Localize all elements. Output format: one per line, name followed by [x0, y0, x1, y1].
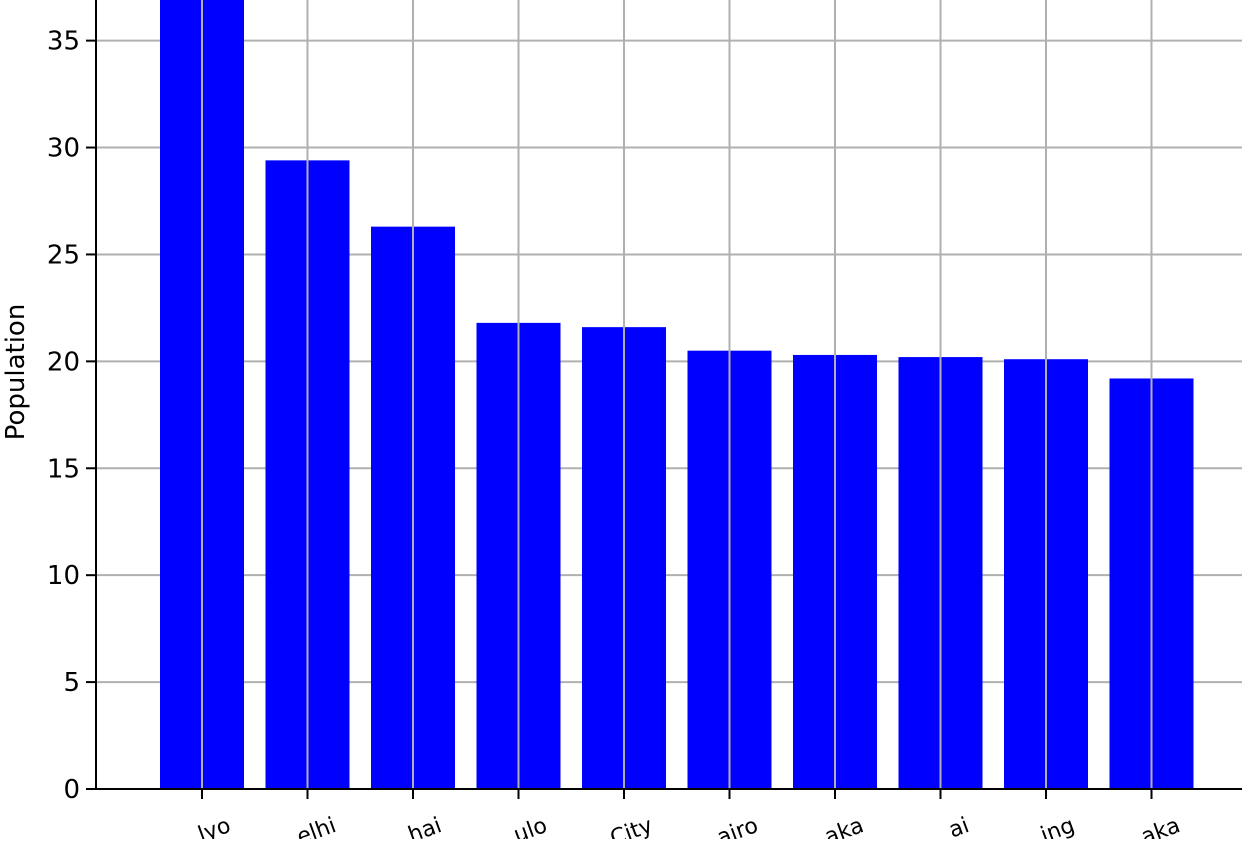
x-ticks-layer: lyo elhi hai ulo City airo aka ai ing aka: [195, 789, 1184, 844]
x-tick-label: elhi: [294, 813, 340, 839]
y-tick-label: 0: [63, 775, 80, 805]
y-tick-label: 20: [47, 347, 80, 377]
y-tick-label: 25: [47, 240, 80, 270]
y-tick-label: 30: [47, 134, 80, 164]
x-tick-label: lyo: [195, 813, 234, 839]
x-tick-label: ai: [946, 813, 973, 839]
y-tick-label: 10: [47, 561, 80, 591]
x-tick-label: City: [607, 813, 656, 839]
x-tick-label: airo: [714, 813, 762, 839]
y-tick-label: 35: [47, 27, 80, 57]
y-ticks-layer: 0 5 10 15 20 25 30 35: [47, 27, 96, 805]
x-tick-label: hai: [405, 813, 445, 839]
y-tick-label: 5: [63, 668, 80, 698]
y-axis-label: Population: [1, 304, 31, 441]
x-tick-label: aka: [1138, 813, 1184, 839]
x-tick-label: aka: [822, 813, 868, 839]
axes-layer: [95, 0, 1242, 790]
x-tick-label: ing: [1038, 813, 1079, 839]
x-tick-label: ulo: [511, 813, 551, 839]
y-tick-label: 15: [47, 454, 80, 484]
bars-layer: [160, 0, 1194, 790]
